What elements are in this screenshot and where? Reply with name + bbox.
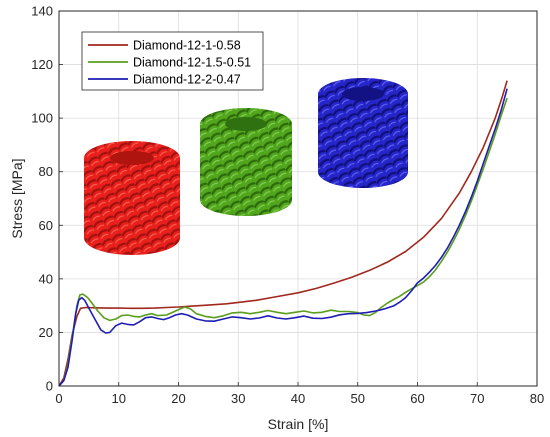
legend-box	[81, 31, 264, 91]
series-line-2	[59, 97, 508, 386]
y-axis: 0 20 40 60 80 100 120 140	[31, 4, 63, 394]
y-tick-label: 80	[39, 164, 53, 179]
series-layer	[59, 80, 508, 386]
y-axis-label: Stress [MPa]	[9, 158, 25, 238]
y-tick-label: 120	[31, 57, 53, 72]
legend-label-1: Diamond-12-1-0.58	[133, 39, 241, 53]
legend-label-3: Diamond-12-2-0.47	[133, 73, 241, 87]
x-tick-label: 70	[470, 391, 484, 406]
red-cylinder-image	[84, 141, 180, 255]
x-tick-label: 30	[231, 391, 245, 406]
x-tick-label: 20	[171, 391, 185, 406]
legend-label-2: Diamond-12-1.5-0.51	[133, 56, 251, 70]
y-tick-label: 60	[39, 218, 53, 233]
x-tick-label: 50	[351, 391, 365, 406]
y-tick-label: 20	[39, 325, 53, 340]
x-axis: 0 10 20 30 40 50 60 70 80	[55, 382, 544, 406]
series-line-3	[59, 88, 508, 386]
x-tick-label: 10	[112, 391, 126, 406]
green-cylinder-image	[200, 108, 292, 216]
x-tick-label: 80	[530, 391, 544, 406]
y-tick-label: 40	[39, 271, 53, 286]
y-tick-label: 0	[46, 379, 53, 394]
x-tick-label: 40	[291, 391, 305, 406]
series-line-1	[59, 80, 508, 386]
x-tick-label: 0	[55, 391, 62, 406]
x-tick-label: 60	[410, 391, 424, 406]
y-tick-label: 140	[31, 4, 53, 19]
legend: Diamond-12-1-0.58 Diamond-12-1.5-0.51 Diam…	[81, 31, 264, 91]
blue-cylinder-image	[318, 78, 408, 188]
x-axis-label: Strain [%]	[268, 416, 329, 432]
plot-frame	[58, 10, 538, 387]
y-tick-label: 100	[31, 111, 53, 126]
